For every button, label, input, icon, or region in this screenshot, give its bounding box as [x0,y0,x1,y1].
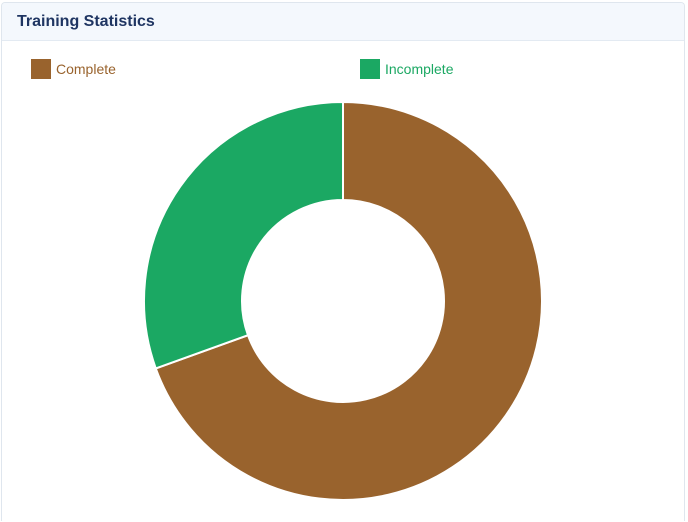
donut-slice-complete[interactable] [154,100,543,501]
legend-item-complete[interactable]: Complete [31,59,116,79]
panel-title: Training Statistics [17,12,155,30]
panel-header: Training Statistics [2,3,684,41]
legend-item-incomplete[interactable]: Incomplete [360,59,453,79]
legend-label-complete: Complete [56,61,116,77]
legend-swatch-incomplete [360,59,380,79]
legend-label-incomplete: Incomplete [385,61,454,77]
donut-slice-incomplete[interactable] [143,100,344,370]
legend-swatch-complete [31,59,51,79]
